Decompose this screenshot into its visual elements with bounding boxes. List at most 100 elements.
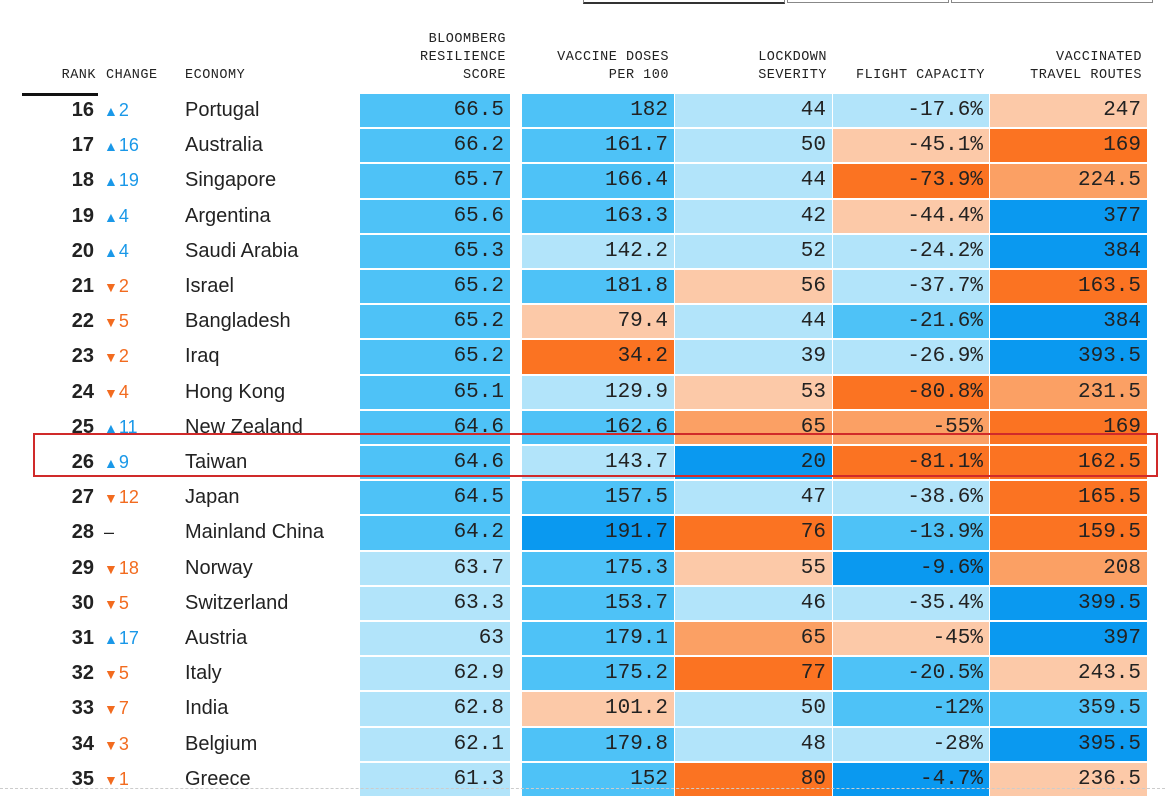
triangle-up-icon: ▲ [104,631,118,647]
change-value: ▲11 [104,417,138,438]
cell-lockdown-severity: 39 [675,340,832,375]
change-value: ▼5 [104,593,129,614]
change-number: 7 [118,698,129,719]
change-number: 19 [118,170,139,191]
rank-value: 33 [71,697,94,720]
bottom-divider [0,788,1165,790]
cell-resilience-score: 64.6 [360,446,510,481]
change-number: 11 [118,416,138,437]
cell-resilience-score: 63 [360,622,510,657]
cell-resilience-score: 65.2 [360,270,510,305]
rank-value: 27 [71,486,94,509]
cell-lockdown-severity: 44 [675,164,832,199]
cell-resilience-score: 65.7 [360,164,510,199]
cell-lockdown-severity: 56 [675,270,832,305]
header-travel-routes[interactable]: VACCINATED TRAVEL ROUTES [1030,50,1142,83]
table-row[interactable]: 28– Mainland China 64.2 191.7 76 -13.9% 159.5 [0,516,1165,551]
cell-vaccine-doses: 175.2 [522,657,674,692]
table-row[interactable]: 33 ▼7 India 62.8 101.2 50 -12% 359.5 [0,692,1165,727]
economy-name: Greece [185,767,251,790]
change-value: ▼12 [104,487,139,508]
cell-travel-routes: 399.5 [990,586,1147,621]
table-row[interactable]: 35 ▼1 Greece 61.3 152 80 -4.7% 236.5 [0,762,1165,798]
change-number: 17 [118,628,139,648]
change-number: 3 [118,733,129,754]
rank-value: 23 [71,345,94,368]
economy-name: Iraq [185,345,220,368]
cell-travel-routes: 165.5 [990,481,1147,516]
change-number: 16 [118,135,139,156]
cell-travel-routes: 247 [990,94,1147,129]
change-value: ▲16 [104,135,139,156]
change-number: 9 [118,452,129,472]
table-row[interactable]: 30 ▼5 Switzerland 63.3 153.7 46 -35.4% 399.5 [0,586,1165,622]
table-row[interactable]: 17 ▲16 Australia 66.2 161.7 50 -45.1% 169 [0,129,1165,164]
rank-value: 25 [71,415,94,438]
rank-value: 31 [71,627,94,649]
change-value: ▲19 [104,170,139,191]
change-value: ▲4 [104,241,129,262]
rank-value: 21 [71,275,94,297]
header-flight-capacity[interactable]: FLIGHT CAPACITY [855,68,985,83]
table-row[interactable]: 20 ▲4 Saudi Arabia 65.3 142.2 52 -24.2% 384 [0,234,1165,270]
rank-value: 34 [71,732,94,755]
change-value: ▲2 [104,100,129,121]
header-change[interactable]: CHANGE [106,68,158,83]
highlight-box-taiwan [33,433,1158,477]
header-resilience-score[interactable]: BLOOMBERG RESILIENCE SCORE [419,32,506,83]
cell-vaccine-doses: 166.4 [522,164,674,199]
cell-resilience-score: 62.1 [360,727,510,762]
cell-flight-capacity: -13.9% [833,516,989,551]
triangle-up-icon: ▲ [104,455,118,471]
cell-resilience-score: 65.3 [360,234,510,269]
table-row[interactable]: 19 ▲4 Argentina 65.6 163.3 42 -44.4% 377 [0,199,1165,235]
table-row[interactable]: 18 ▲19 Singapore 65.7 166.4 44 -73.9% 224.5 [0,164,1165,199]
header-lockdown-severity[interactable]: LOCKDOWN SEVERITY [758,50,827,83]
cell-vaccine-doses: 181.8 [522,270,674,305]
table-header: RANK CHANGE ECONOMY BLOOMBERG RESILIENCE… [0,0,1165,95]
cell-lockdown-severity: 76 [675,516,832,551]
table-row[interactable]: 32 ▼5 Italy 62.9 175.2 77 -20.5% 243.5 [0,657,1165,692]
rank-sort-indicator [22,93,98,96]
table-row[interactable]: 29 ▼18 Norway 63.7 175.3 55 -9.6% 208 [0,551,1165,587]
change-number: 4 [118,240,129,261]
table-row[interactable]: 21 ▼2 Israel 65.2 181.8 56 -37.7% 163.5 [0,270,1165,305]
table-row[interactable]: 34 ▼3 Belgium 62.1 179.8 48 -28% 395.5 [0,727,1165,763]
table-row[interactable]: 22 ▼5 Bangladesh 65.2 79.4 44 -21.6% 384 [0,305,1165,340]
rank-value: 28 [71,521,94,544]
change-number: 5 [118,311,129,332]
table-row[interactable]: 27 ▼12 Japan 64.5 157.5 47 -38.6% 165.5 [0,481,1165,516]
rank-value: 29 [71,556,94,579]
cell-flight-capacity: -26.9% [833,340,989,375]
rank-value: 24 [71,380,94,403]
rank-value: 35 [71,767,94,790]
top-tab-2[interactable] [787,0,949,3]
table-row[interactable]: 31 ▲17 Austria 63 179.1 65 -45% 397 [0,622,1165,657]
rank-value: 19 [71,204,94,227]
top-tab-3[interactable] [951,0,1153,3]
change-value: ▼5 [104,663,129,684]
table-row[interactable]: 23 ▼2 Iraq 65.2 34.2 39 -26.9% 393.5 [0,340,1165,375]
cell-vaccine-doses: 153.7 [522,586,674,621]
triangle-up-icon: ▲ [104,243,118,260]
cell-vaccine-doses: 175.3 [522,551,674,586]
change-number: – [104,522,115,543]
table-row[interactable]: 26 ▲9 Taiwan 64.6 143.7 20 -81.1% 162.5 [0,446,1165,481]
rank-value: 22 [71,310,94,333]
cell-flight-capacity: -12% [833,692,989,727]
economy-name: Singapore [185,169,277,192]
cell-resilience-score: 62.9 [360,657,510,692]
table-row[interactable]: 16 ▲2 Portugal 66.5 182 44 -17.6% 247 [0,94,1165,129]
cell-lockdown-severity: 48 [675,727,832,762]
rank-value: 17 [71,134,94,157]
table-row[interactable]: 24 ▼4 Hong Kong 65.1 129.9 53 -80.8% 231.5 [0,375,1165,411]
header-rank[interactable]: RANK [61,68,96,83]
header-vaccine-doses[interactable]: VACCINE DOSES PER 100 [557,50,669,83]
top-tab-1[interactable] [583,0,785,4]
cell-travel-routes: 236.5 [990,762,1147,797]
cell-vaccine-doses: 152 [522,762,674,797]
triangle-down-icon: ▼ [104,666,118,683]
change-number: 12 [118,487,139,508]
cell-vaccine-doses: 79.4 [522,305,674,340]
header-economy[interactable]: ECONOMY [185,68,246,83]
